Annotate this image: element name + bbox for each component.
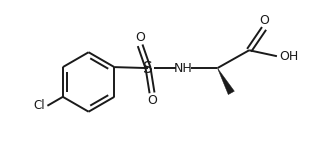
Text: O: O: [259, 15, 269, 27]
Text: OH: OH: [279, 50, 298, 63]
Polygon shape: [217, 68, 234, 95]
Text: Cl: Cl: [34, 99, 45, 112]
Text: S: S: [143, 61, 153, 76]
Text: O: O: [135, 31, 145, 44]
Text: O: O: [147, 94, 157, 107]
Text: NH: NH: [173, 62, 192, 75]
